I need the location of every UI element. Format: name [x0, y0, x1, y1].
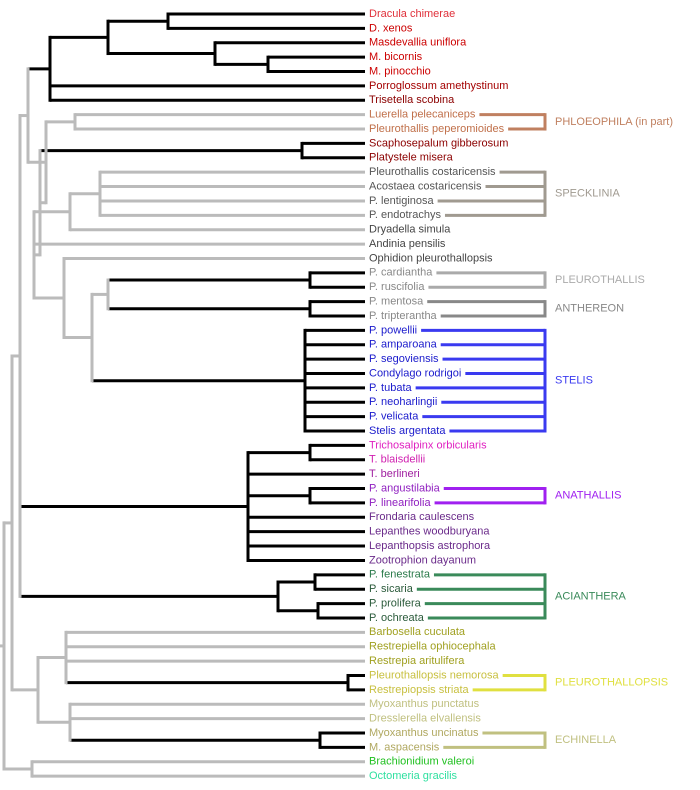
clade-label: PLEUROTHALLIS	[555, 274, 645, 286]
clade-label: ANTHEREON	[555, 303, 624, 315]
taxon-label: M. bicornis	[369, 51, 423, 63]
clade-label: PHLOEOPHILA (in part)	[555, 116, 673, 128]
taxon-label: T. berlineri	[369, 468, 420, 480]
taxon-label: Dresslerella elvallensis	[369, 713, 481, 725]
taxon-label: Octomeria gracilis	[369, 770, 458, 782]
taxon-label: Pleurothallis costaricensis	[369, 166, 496, 178]
taxon-label: Dryadella simula	[369, 224, 451, 236]
taxon-label: Platystele misera	[369, 152, 454, 164]
taxon-label: T. blaisdellii	[369, 454, 425, 466]
taxon-label: P. angustilabia	[369, 482, 441, 494]
taxon-label: P. velicata	[369, 411, 419, 423]
taxon-label: Condylago rodrigoi	[369, 367, 461, 379]
taxon-label: Restrepia aritulifera	[369, 655, 465, 667]
taxon-label: M. aspacensis	[369, 741, 440, 753]
taxon-label: P. linearifolia	[369, 497, 431, 509]
clade-label: PLEUROTHALLOPSIS	[555, 677, 668, 689]
clade-label: STELIS	[555, 375, 593, 387]
taxon-label: Myoxanthus uncinatus	[369, 727, 479, 739]
taxon-label: P. amparoana	[369, 339, 438, 351]
clade-label: ACIANTHERA	[555, 590, 627, 602]
taxon-label: Zootrophion dayanum	[369, 554, 476, 566]
taxon-label: Trisetella scobina	[369, 94, 455, 106]
taxon-label: P. mentosa	[369, 296, 424, 308]
taxon-label: Luerella pelecaniceps	[369, 109, 476, 121]
taxon-label: P. ochreata	[369, 612, 425, 624]
taxon-label: Restrepiella ophiocephala	[369, 641, 496, 653]
taxon-label: Restrepiopsis striata	[369, 684, 470, 696]
clade-label: ANATHALLIS	[555, 490, 621, 502]
taxon-label: Frondaria caulescens	[369, 511, 475, 523]
taxon-label: Pleurothallis peperomioides	[369, 123, 505, 135]
taxon-label: P. prolifera	[369, 597, 422, 609]
clade-label: SPECKLINIA	[555, 188, 620, 200]
taxon-label: Myoxanthus punctatus	[369, 698, 480, 710]
taxon-label: P. cardiantha	[369, 267, 433, 279]
clade-label: ECHINELLA	[555, 734, 617, 746]
taxon-label: P. ruscifolia	[369, 281, 425, 293]
taxon-label: D. xenos	[369, 22, 413, 34]
taxon-label: Scaphosepalum gibberosum	[369, 137, 508, 149]
taxon-label: Masdevallia uniflora	[369, 37, 467, 49]
taxon-label: Dracula chimerae	[369, 8, 455, 20]
taxon-label: P. fenestrata	[369, 569, 431, 581]
taxon-label: P. tubata	[369, 382, 412, 394]
taxon-label: Ophidion pleurothallopsis	[369, 252, 493, 264]
taxon-label: P. tripterantha	[369, 310, 438, 322]
taxon-label: P. segoviensis	[369, 353, 439, 365]
taxon-label: Barbosella cuculata	[369, 626, 466, 638]
taxon-label: P. endotrachys	[369, 209, 441, 221]
taxon-label: Acostaea costaricensis	[369, 180, 482, 192]
taxon-label: Stelis argentata	[369, 425, 446, 437]
taxon-label: P. sicaria	[369, 583, 414, 595]
taxon-label: Lepanthopsis astrophora	[369, 540, 491, 552]
taxon-label: Pleurothallopsis nemorosa	[369, 669, 500, 681]
taxon-label: P. lentiginosa	[369, 195, 435, 207]
taxon-label: Lepanthes woodburyana	[369, 526, 490, 538]
taxon-label: P. powellii	[369, 324, 417, 336]
taxon-label: Trichosalpinx orbicularis	[369, 439, 487, 451]
taxon-label: Porroglossum amethystinum	[369, 80, 508, 92]
taxon-label: Brachionidium valeroi	[369, 756, 474, 768]
taxon-label: P. neoharlingii	[369, 396, 437, 408]
taxon-label: M. pinocchio	[369, 65, 431, 77]
taxon-label: Andinia pensilis	[369, 238, 446, 250]
